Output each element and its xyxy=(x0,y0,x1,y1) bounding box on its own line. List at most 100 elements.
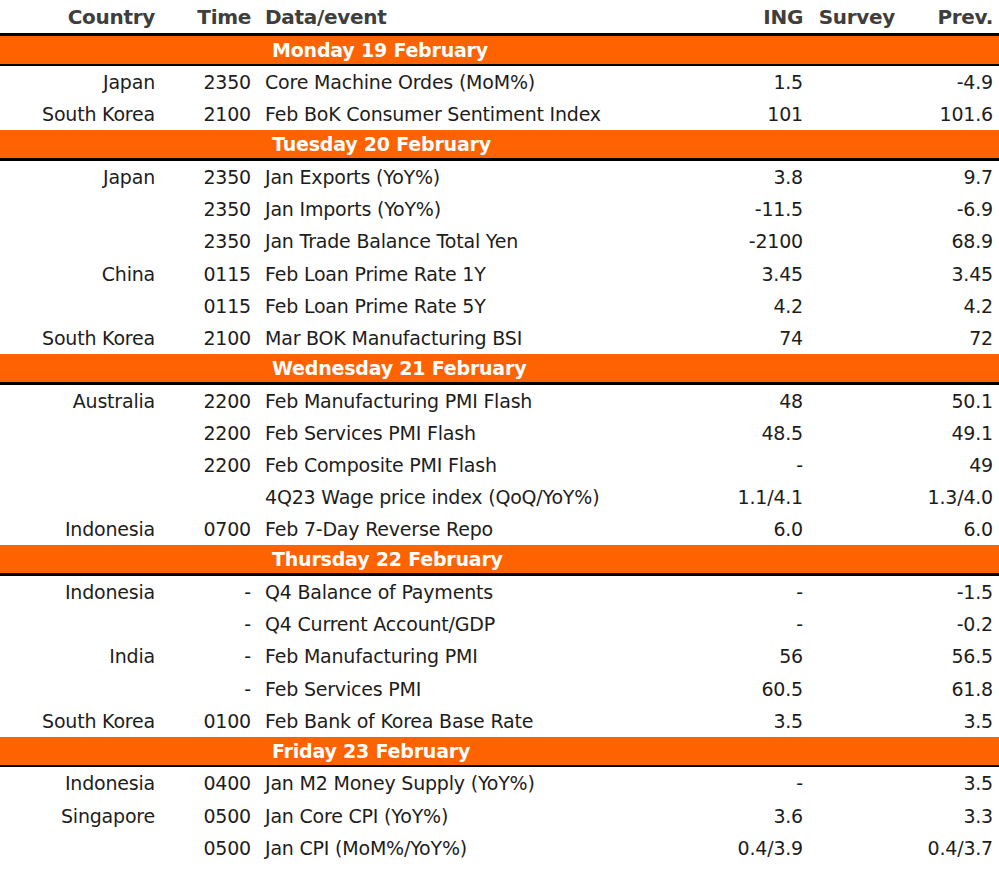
day-section-rows: Australia 2200 Feb Manufacturing PMI Fla… xyxy=(0,385,999,546)
cell-time: 2200 xyxy=(155,422,251,444)
cell-time: 2200 xyxy=(155,390,251,412)
day-section: Wednesday 21 February Australia 2200 Feb… xyxy=(0,354,999,545)
cell-time: 0115 xyxy=(155,295,251,317)
cell-country: Japan xyxy=(0,166,155,188)
cell-event: Jan CPI (MoM%/YoY%) xyxy=(251,837,703,859)
day-section: Monday 19 February Japan 2350 Core Machi… xyxy=(0,36,999,131)
cell-event: Feb 7-Day Reverse Repo xyxy=(251,518,703,540)
cell-ing: 48.5 xyxy=(703,422,803,444)
cell-prev: 3.3 xyxy=(895,805,993,827)
cell-ing: 56 xyxy=(703,645,803,667)
cell-event: Feb Manufacturing PMI xyxy=(251,645,703,667)
cell-event: Feb Manufacturing PMI Flash xyxy=(251,390,703,412)
cell-event: Feb BoK Consumer Sentiment Index xyxy=(251,103,703,125)
table-row: South Korea 2100 Feb BoK Consumer Sentim… xyxy=(0,98,999,130)
cell-prev: 6.0 xyxy=(895,518,993,540)
column-header-country: Country xyxy=(0,5,155,29)
column-header-row: Country Time Data/event ING Survey Prev. xyxy=(0,0,999,33)
cell-prev: 101.6 xyxy=(895,103,993,125)
day-section-rows: Japan 2350 Core Machine Ordes (MoM%) 1.5… xyxy=(0,66,999,130)
cell-event: Mar BOK Manufacturing BSI xyxy=(251,327,703,349)
cell-time: 0100 xyxy=(155,710,251,732)
cell-prev: 3.5 xyxy=(895,710,993,732)
table-row: 2200 Feb Services PMI Flash 48.5 49.1 xyxy=(0,417,999,449)
cell-time: - xyxy=(155,581,251,603)
cell-country: Australia xyxy=(0,390,155,412)
table-row: 0115 Feb Loan Prime Rate 5Y 4.2 4.2 xyxy=(0,290,999,322)
table-row: 0500 Jan CPI (MoM%/YoY%) 0.4/3.9 0.4/3.7 xyxy=(0,832,999,864)
cell-event: Feb Services PMI xyxy=(251,678,703,700)
table-row: South Korea 2100 Mar BOK Manufacturing B… xyxy=(0,322,999,354)
cell-time: 0500 xyxy=(155,805,251,827)
table-row: Australia 2200 Feb Manufacturing PMI Fla… xyxy=(0,385,999,417)
table-row: Japan 2350 Core Machine Ordes (MoM%) 1.5… xyxy=(0,66,999,98)
table-row: - Q4 Current Account/GDP - -0.2 xyxy=(0,608,999,640)
cell-event: Q4 Balance of Payments xyxy=(251,581,703,603)
cell-event: Feb Services PMI Flash xyxy=(251,422,703,444)
cell-ing: 3.45 xyxy=(703,263,803,285)
table-row: 2350 Jan Trade Balance Total Yen -2100 6… xyxy=(0,225,999,257)
cell-prev: 49 xyxy=(895,454,993,476)
cell-ing: - xyxy=(703,454,803,476)
column-header-time: Time xyxy=(155,5,251,29)
day-section-rows: Indonesia - Q4 Balance of Payments - -1.… xyxy=(0,576,999,737)
table-row: Indonesia - Q4 Balance of Payments - -1.… xyxy=(0,576,999,608)
day-header-band: Thursday 22 February xyxy=(0,545,999,573)
cell-time: 0500 xyxy=(155,837,251,859)
cell-ing: 3.5 xyxy=(703,710,803,732)
cell-ing: 0.4/3.9 xyxy=(703,837,803,859)
cell-prev: 72 xyxy=(895,327,993,349)
table-row: - Feb Services PMI 60.5 61.8 xyxy=(0,673,999,705)
table-row: India - Feb Manufacturing PMI 56 56.5 xyxy=(0,640,999,672)
day-section: Tuesday 20 February Japan 2350 Jan Expor… xyxy=(0,130,999,354)
cell-country: Indonesia xyxy=(0,518,155,540)
cell-country: India xyxy=(0,645,155,667)
day-header-label: Thursday 22 February xyxy=(272,548,503,570)
cell-time: 0700 xyxy=(155,518,251,540)
cell-prev: 61.8 xyxy=(895,678,993,700)
cell-ing: 101 xyxy=(703,103,803,125)
cell-event: Feb Composite PMI Flash xyxy=(251,454,703,476)
cell-time: - xyxy=(155,613,251,635)
cell-prev: 0.4/3.7 xyxy=(895,837,993,859)
day-header-band: Friday 23 February xyxy=(0,737,999,765)
cell-ing: 1.1/4.1 xyxy=(703,486,803,508)
cell-country: South Korea xyxy=(0,103,155,125)
table-row: South Korea 0100 Feb Bank of Korea Base … xyxy=(0,705,999,737)
cell-time: 2350 xyxy=(155,198,251,220)
day-section-rows: Japan 2350 Jan Exports (YoY%) 3.8 9.7 23… xyxy=(0,161,999,354)
cell-ing: 48 xyxy=(703,390,803,412)
cell-event: Jan M2 Money Supply (YoY%) xyxy=(251,772,703,794)
cell-time: 2100 xyxy=(155,103,251,125)
day-header-label: Friday 23 February xyxy=(272,740,470,762)
day-header-label: Monday 19 February xyxy=(272,39,488,61)
cell-ing: 3.8 xyxy=(703,166,803,188)
cell-event: 4Q23 Wage price index (QoQ/YoY%) xyxy=(251,486,703,508)
cell-ing: -11.5 xyxy=(703,198,803,220)
table-row: Japan 2350 Jan Exports (YoY%) 3.8 9.7 xyxy=(0,161,999,193)
cell-ing: - xyxy=(703,613,803,635)
cell-time: 2350 xyxy=(155,230,251,252)
cell-time: 2350 xyxy=(155,71,251,93)
day-section: Thursday 22 February Indonesia - Q4 Bala… xyxy=(0,545,999,736)
day-header-band: Monday 19 February xyxy=(0,36,999,64)
cell-time: 2200 xyxy=(155,454,251,476)
cell-prev: 1.3/4.0 xyxy=(895,486,993,508)
cell-ing: 1.5 xyxy=(703,71,803,93)
cell-prev: -1.5 xyxy=(895,581,993,603)
cell-ing: - xyxy=(703,581,803,603)
cell-time: 2350 xyxy=(155,166,251,188)
cell-prev: 3.45 xyxy=(895,263,993,285)
cell-country: South Korea xyxy=(0,710,155,732)
table-row: 2200 Feb Composite PMI Flash - 49 xyxy=(0,449,999,481)
day-header-label: Wednesday 21 February xyxy=(272,357,526,379)
cell-prev: 50.1 xyxy=(895,390,993,412)
cell-time: - xyxy=(155,678,251,700)
cell-country: Japan xyxy=(0,71,155,93)
table-row: Indonesia 0400 Jan M2 Money Supply (YoY%… xyxy=(0,767,999,799)
cell-time: 2100 xyxy=(155,327,251,349)
column-header-event: Data/event xyxy=(251,5,703,29)
cell-ing: 4.2 xyxy=(703,295,803,317)
cell-time: 0115 xyxy=(155,263,251,285)
cell-time: 0400 xyxy=(155,772,251,794)
